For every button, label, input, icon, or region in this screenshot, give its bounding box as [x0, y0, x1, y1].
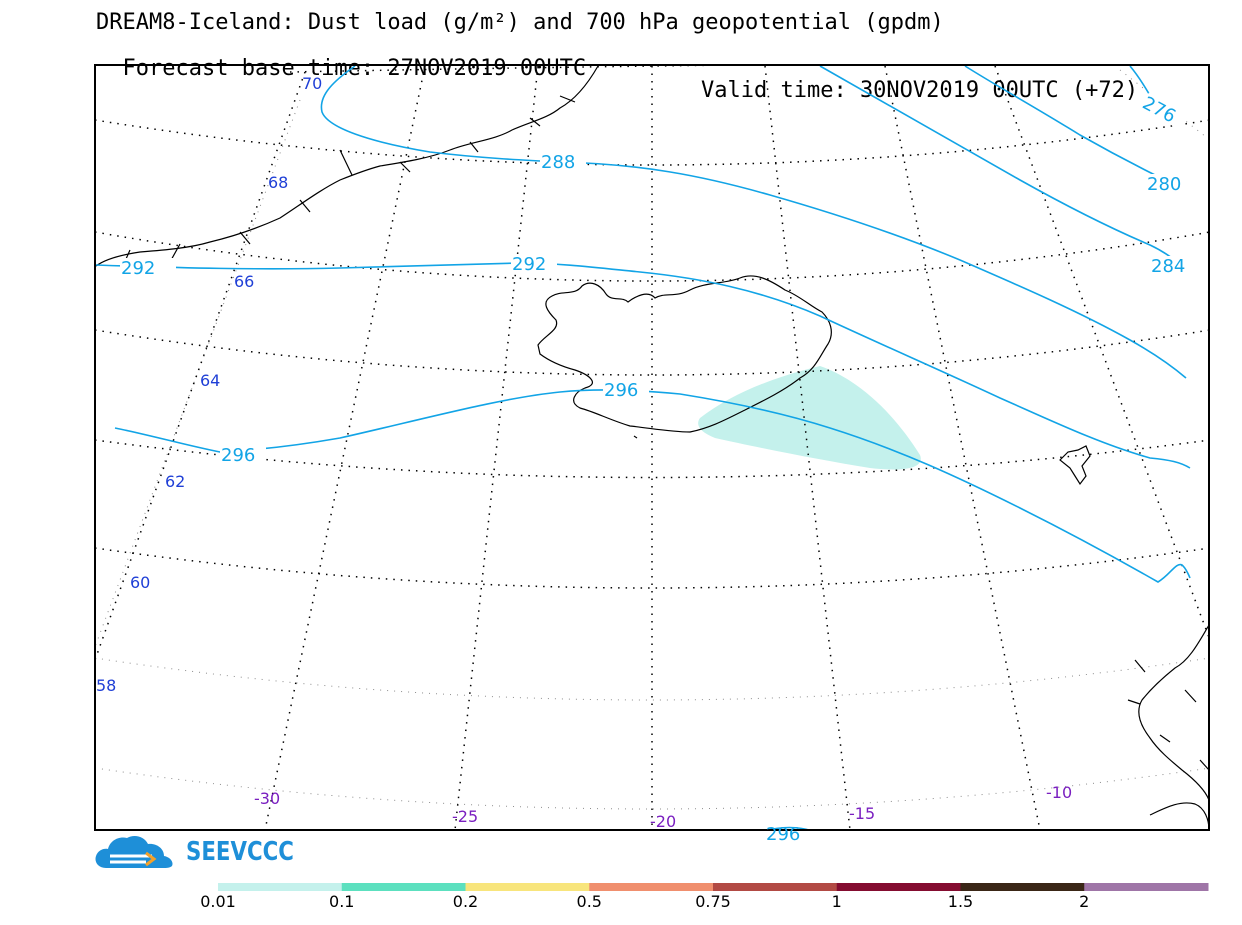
color-scale-swatch: [341, 883, 466, 891]
lat-label-62: 62: [165, 472, 185, 491]
lon-label-20: -20: [650, 812, 676, 831]
isohypse-label-296-west: 296: [221, 445, 255, 466]
isohypse-labels: 276 280 284 288 292 292 296 296 296: [120, 92, 1196, 845]
seevccc-logo: SEEVCCC: [94, 832, 318, 872]
color-scale-label: 0.75: [695, 892, 731, 911]
isohypse-label-288: 288: [541, 152, 575, 173]
logo-text: SEEVCCC: [186, 837, 294, 867]
lon-label-10: -10: [1046, 783, 1072, 802]
isohypse-label-280: 280: [1147, 174, 1181, 195]
geopotential-isolines: [95, 65, 1191, 830]
isohypse-label-284: 284: [1151, 256, 1185, 277]
color-scale-label: 0.01: [200, 892, 236, 911]
color-scale-swatch: [1084, 883, 1209, 891]
lat-label-58: 58: [96, 676, 116, 695]
lat-label-66: 66: [234, 272, 254, 291]
color-scale-swatch: [465, 883, 590, 891]
coastlines: [95, 65, 1209, 830]
map-title: DREAM8-Iceland: Dust load (g/m²) and 700…: [96, 10, 944, 35]
lat-label-70: 70: [302, 74, 322, 93]
valid-time: Valid time: 30NOV2019 00UTC (+72): [701, 78, 1139, 103]
longitude-labels: -30 -25 -20 -15 -10: [254, 783, 1072, 831]
dust-plume-area: [698, 366, 921, 470]
lat-label-60: 60: [130, 573, 150, 592]
color-scale-label: 1.5: [947, 892, 974, 911]
color-scale-label: 0.1: [329, 892, 355, 911]
isohypse-label-292-center: 292: [512, 254, 546, 275]
cloud-logo-icon: [95, 836, 173, 868]
lon-label-15: -15: [849, 804, 875, 823]
color-scale-swatch: [960, 883, 1085, 891]
color-scale-swatch: [836, 883, 961, 891]
lon-label-30: -30: [254, 789, 280, 808]
color-scale-swatch: [589, 883, 714, 891]
latitude-graticule: [95, 65, 1209, 589]
dust-color-scale: [218, 883, 1209, 891]
color-scale-label: 1: [831, 892, 842, 911]
color-scale-label: 0.5: [576, 892, 602, 911]
color-scale-label: 0.2: [452, 892, 479, 911]
color-scale-swatch: [713, 883, 838, 891]
latitude-labels: 70 68 66 64 62 60 58: [96, 74, 322, 695]
isohypse-label-296-south: 296: [766, 824, 800, 845]
color-scale-swatch: [218, 883, 343, 891]
map-frame: [94, 64, 1210, 831]
color-scale-label: 2: [1079, 892, 1090, 911]
longitude-graticule: [95, 65, 1209, 830]
lon-label-25: -25: [452, 807, 478, 826]
lat-label-64: 64: [200, 371, 220, 390]
lat-label-68: 68: [268, 173, 288, 192]
isohypse-label-292-west: 292: [121, 258, 155, 279]
isohypse-label-296-center: 296: [604, 380, 638, 401]
